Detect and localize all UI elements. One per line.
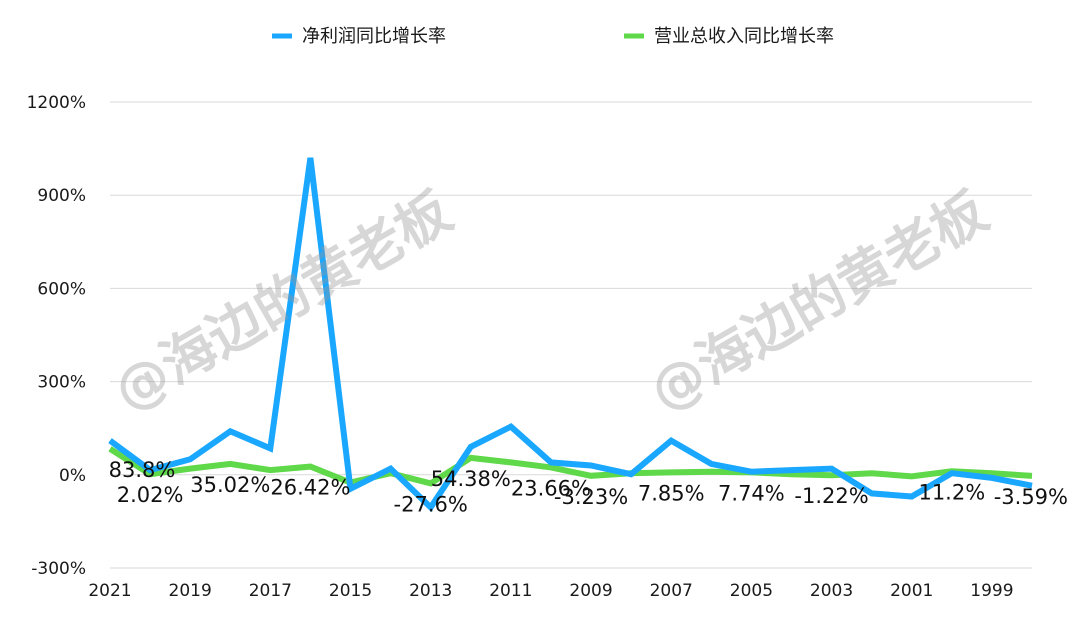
y-tick-label: 1200% — [27, 93, 86, 113]
y-tick-label: 300% — [37, 373, 86, 393]
x-tick-label: 2021 — [88, 581, 131, 601]
y-tick-label: -300% — [31, 559, 86, 579]
data-label: 26.42% — [270, 476, 350, 500]
x-tick-label: 2005 — [730, 581, 773, 601]
watermarks: @海边的黄老板 @海边的黄老板 — [103, 180, 998, 424]
watermark-left: @海边的黄老板 — [103, 180, 462, 424]
data-label: 23.66% — [511, 476, 591, 500]
series-line-1 — [108, 446, 1033, 487]
legend-label: 净利润同比增长率 — [302, 26, 446, 47]
gridlines — [110, 101, 1032, 569]
watermark-right: @海边的黄老板 — [639, 180, 998, 424]
x-tick-label: 2019 — [169, 581, 212, 601]
x-tick-label: 2009 — [569, 581, 612, 601]
x-tick-label: 1999 — [970, 581, 1013, 601]
data-label: -3.59% — [994, 485, 1068, 509]
x-tick-label: 2003 — [810, 581, 853, 601]
x-tick-label: 2017 — [249, 581, 292, 601]
x-tick-label: 2011 — [489, 581, 532, 601]
data-label: 83.8% — [109, 458, 176, 482]
series-line-0 — [108, 157, 1033, 513]
x-axis-tick-labels: 2021 2019 2017 2015 2013 2011 2009 2007 2005 2003… — [88, 581, 1013, 601]
data-label: 35.02% — [190, 473, 270, 497]
data-label: 7.85% — [638, 481, 705, 505]
y-tick-label: 600% — [37, 279, 86, 299]
data-label: -3.23% — [554, 485, 628, 509]
data-label: -1.22% — [794, 484, 868, 508]
y-tick-label: 0% — [59, 466, 86, 486]
x-tick-label: 2015 — [329, 581, 372, 601]
x-tick-label: 2007 — [650, 581, 693, 601]
data-label: 7.74% — [718, 481, 785, 505]
x-tick-label: 2001 — [890, 581, 933, 601]
x-tick-label: 2013 — [409, 581, 452, 601]
data-label: 11.2% — [918, 480, 985, 504]
y-tick-label: 900% — [37, 186, 86, 206]
series-lines — [108, 157, 1033, 513]
legend: 净利润同比增长率 营业总收入同比增长率 — [272, 26, 834, 47]
y-axis-tick-labels: -300% 0% 300% 600% 900% 1200% — [27, 93, 86, 579]
data-labels: 83.8%2.02% 35.02% 26.42% -27.6%54.38% 23.66%… — [109, 458, 1068, 517]
data-label: 54.38% — [431, 467, 511, 491]
data-label: -27.6% — [394, 492, 468, 516]
legend-label: 营业总收入同比增长率 — [654, 26, 834, 47]
data-label: 2.02% — [117, 483, 184, 507]
